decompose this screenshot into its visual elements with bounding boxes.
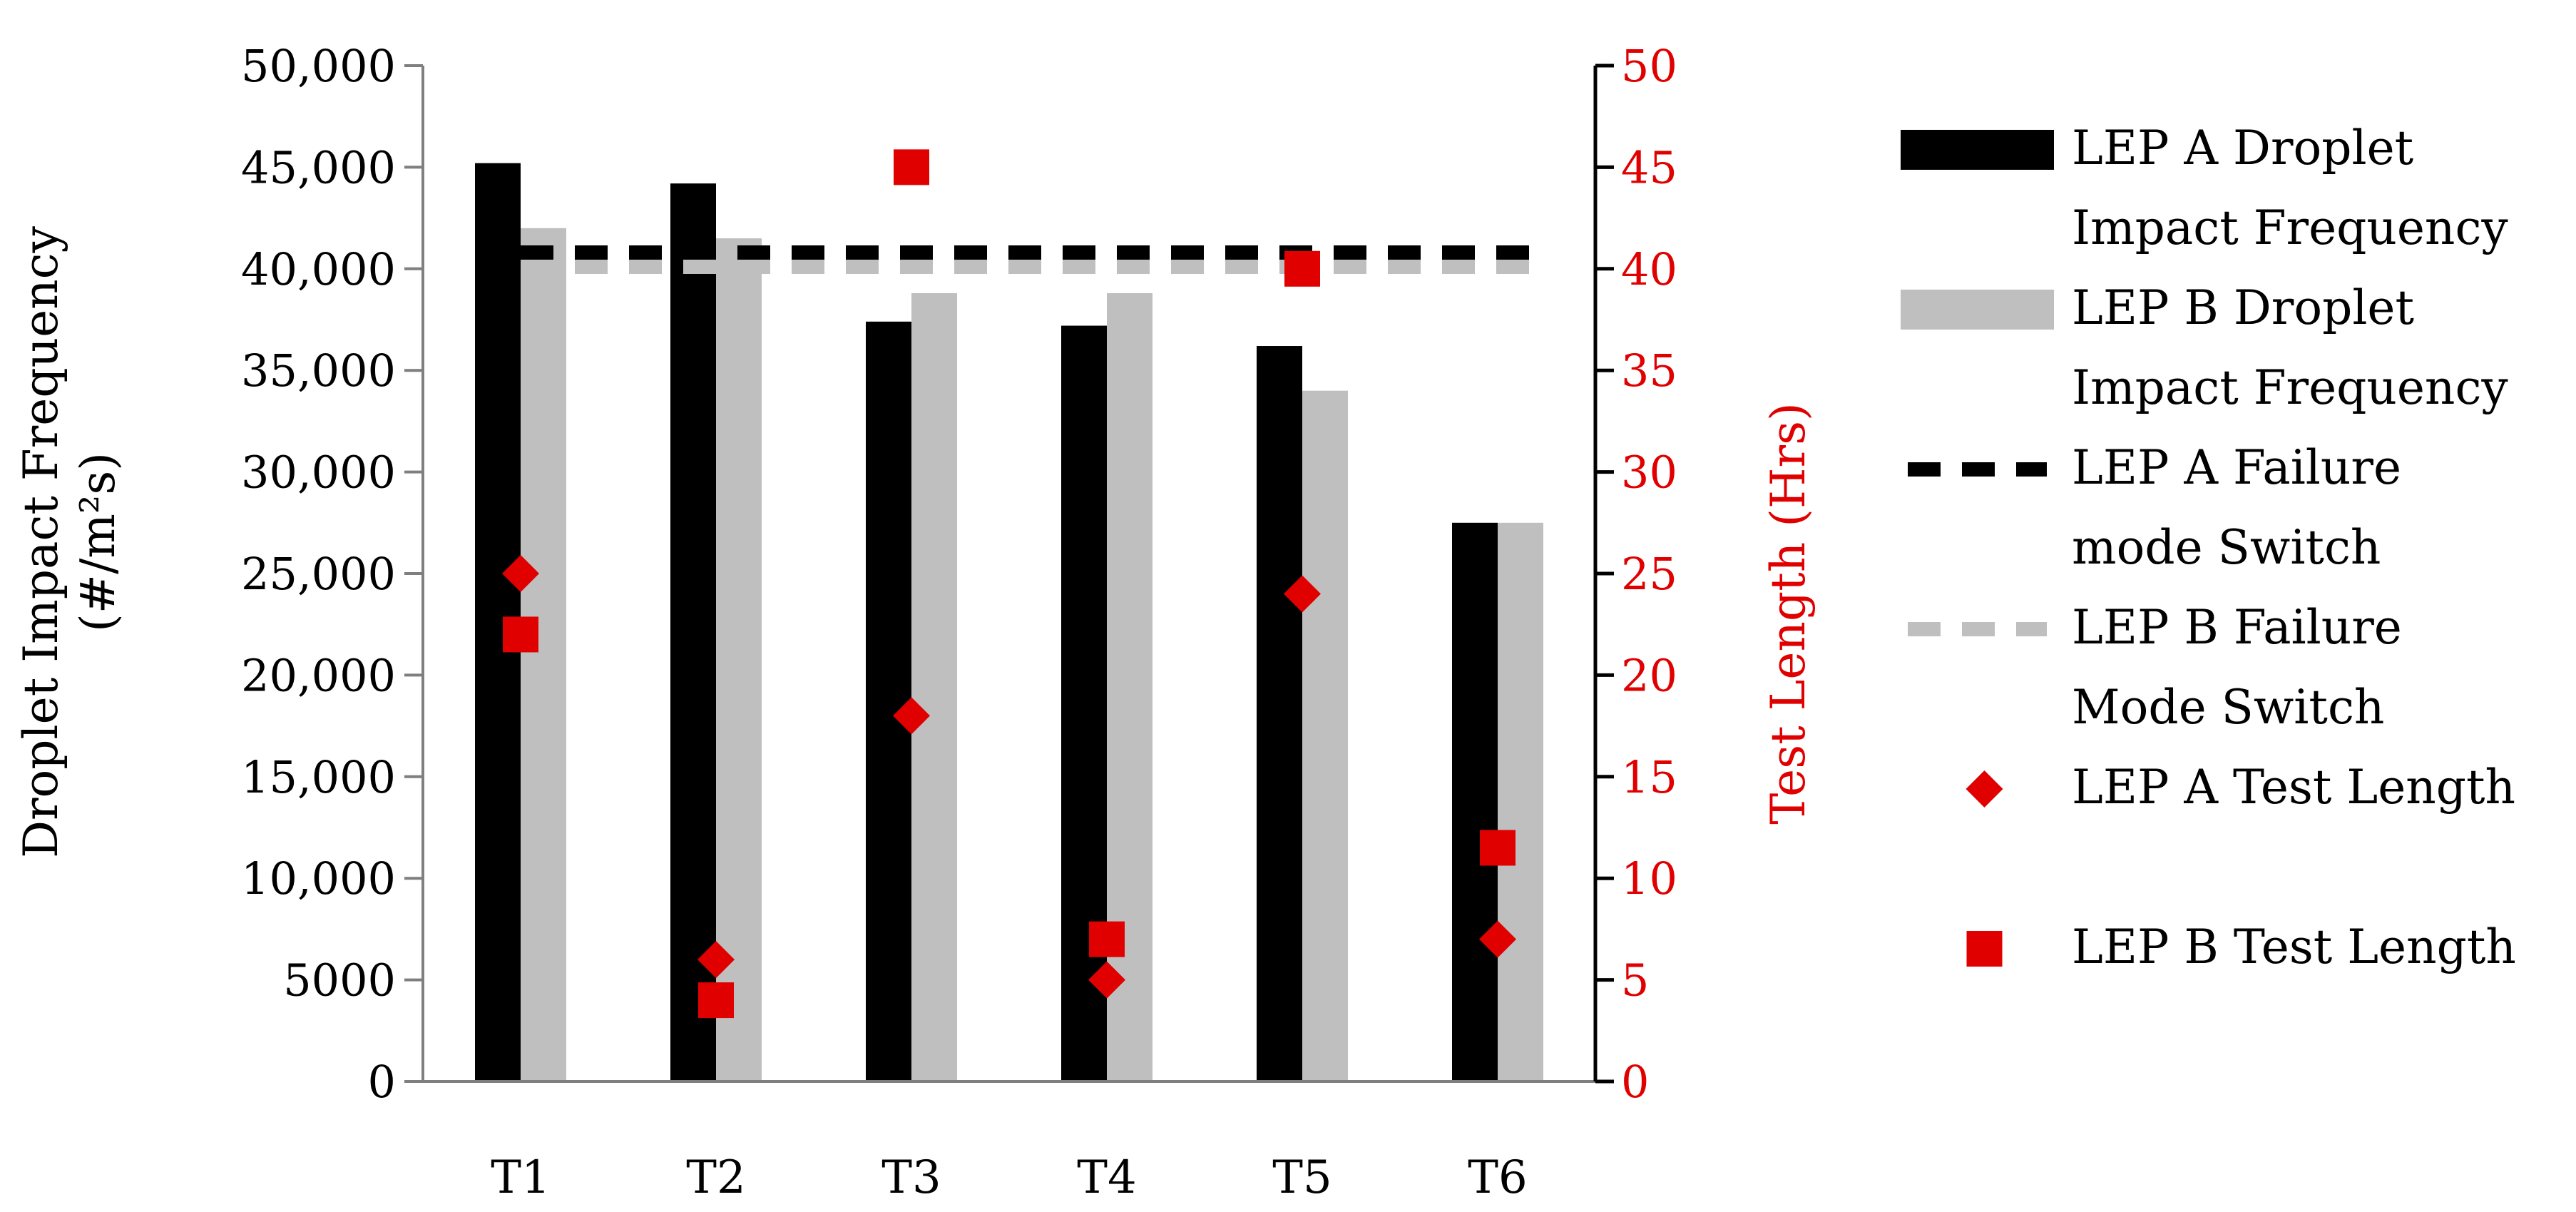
left-tick-label: 5000 [283,954,396,1007]
bar [1498,522,1543,1081]
left-tick-label: 35,000 [241,345,396,397]
left-axis-title-units: (#/m²s) [71,452,126,632]
category-label: T3 [881,1151,941,1204]
legend-label: LEP B Failure [2072,600,2402,655]
legend-label: LEP B Test Length [2072,920,2516,974]
bar [1257,346,1302,1082]
left-tick-label: 25,000 [241,548,396,600]
bar [521,228,566,1082]
square-point [503,616,538,653]
square-point [698,982,734,1019]
diamond-point [1088,961,1125,999]
left-tick-label: 10,000 [241,852,396,905]
right-tick-label: 45 [1621,141,1677,193]
category-label: T2 [686,1151,745,1204]
legend-label: Mode Switch [2072,680,2384,735]
legend-label: mode Switch [2072,520,2381,575]
diamond-point [697,941,735,979]
bar [1107,292,1152,1081]
legend-swatch-bar [1901,130,2054,170]
right-tick-label: 0 [1621,1056,1649,1108]
left-tick-label: 0 [368,1056,396,1108]
square-point [894,149,929,185]
category-label: T4 [1077,1151,1136,1204]
left-tick-label: 50,000 [241,40,396,92]
category-label: T5 [1272,1151,1332,1204]
square-point [1089,921,1125,957]
diamond-point [893,697,930,735]
bar [716,238,762,1082]
right-tick-label: 25 [1621,548,1677,600]
diamond-point [1479,920,1516,958]
legend-label: LEP B Droplet [2072,280,2414,335]
diamond-point [502,555,539,592]
bar [1452,522,1498,1081]
category-label: T6 [1468,1151,1527,1204]
legend-label: LEP A Droplet [2072,121,2413,175]
right-tick-label: 20 [1621,649,1677,701]
legend: LEP A Droplet Impact Frequency LEP B Dropl… [1901,121,2516,974]
bar [911,292,957,1081]
right-tick-label: 50 [1621,40,1677,92]
legend-label: LEP A Failure [2072,440,2401,495]
right-tick-label: 10 [1621,852,1677,905]
legend-swatch-square [1966,931,2003,967]
diamond-point [1284,575,1321,613]
legend-swatch-diamond [1966,770,2003,808]
legend-label: LEP A Test Length [2072,760,2515,815]
legend-label: Impact Frequency [2072,360,2508,415]
right-tick-label: 5 [1621,954,1649,1007]
axes: 0 5000 10,000 15,000 20,000 25,000 30,000 35,00… [14,40,1816,1204]
right-tick-label: 35 [1621,345,1677,397]
category-label: T1 [491,1151,550,1204]
square-point [1480,830,1516,866]
right-tick-label: 40 [1621,243,1677,295]
left-tick-label: 30,000 [241,447,396,499]
left-axis-title: Droplet Impact Frequency [14,225,68,858]
plot-area [475,149,1543,1082]
left-tick-label: 20,000 [241,649,396,701]
right-axis-title: Test Length (Hrs) [1761,402,1816,824]
bar [1302,390,1348,1081]
right-tick-label: 15 [1621,751,1677,803]
bar [866,321,911,1081]
left-tick-label: 40,000 [241,243,396,295]
left-tick-label: 45,000 [241,141,396,193]
left-tick-label: 15,000 [241,751,396,803]
right-tick-label: 30 [1621,447,1677,499]
bar [1061,325,1107,1082]
bar [670,183,716,1082]
square-point [1284,250,1320,287]
legend-swatch-bar [1901,290,2054,330]
legend-label: Impact Frequency [2072,200,2508,255]
